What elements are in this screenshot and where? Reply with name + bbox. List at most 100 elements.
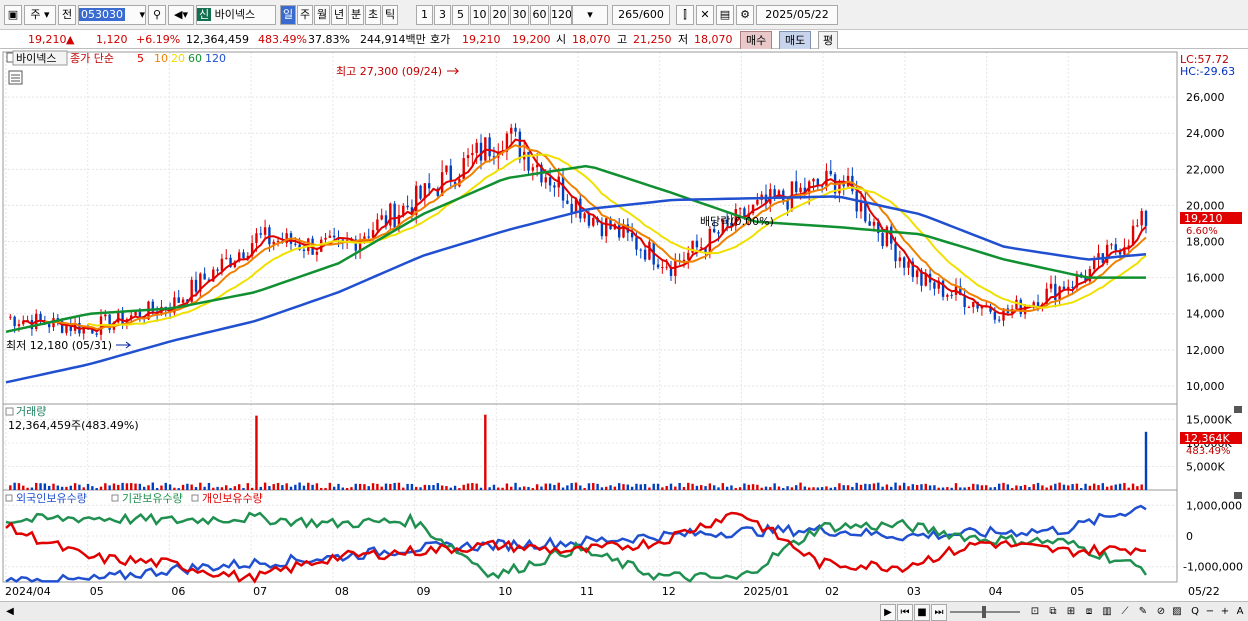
interval-button-2[interactable]: 5 bbox=[452, 5, 469, 25]
date-input[interactable]: 2025/05/22 bbox=[756, 5, 838, 25]
interval-button-5[interactable]: 30 bbox=[510, 5, 529, 25]
candle-body bbox=[332, 235, 336, 238]
candle-body bbox=[130, 315, 133, 320]
draw-icon[interactable]: ✎ bbox=[1138, 606, 1148, 617]
candle-body bbox=[665, 266, 668, 268]
candle-body bbox=[950, 294, 953, 296]
volume-bar bbox=[885, 484, 889, 490]
interval-dropdown[interactable]: ▾ bbox=[572, 5, 608, 25]
period-button-5[interactable]: 초 bbox=[365, 5, 381, 25]
window-menu-icon[interactable]: ▣ bbox=[4, 5, 22, 25]
candle-body bbox=[946, 294, 949, 297]
eval-button[interactable]: 평 bbox=[818, 31, 839, 50]
gear-icon[interactable]: ⚙ bbox=[736, 5, 754, 25]
speaker-icon[interactable]: ◀▾ bbox=[168, 5, 194, 25]
volume-bar bbox=[1002, 482, 1005, 490]
holding-panel-close-icon[interactable] bbox=[1234, 492, 1242, 499]
candle-body bbox=[1084, 277, 1087, 282]
candle-body bbox=[583, 213, 586, 219]
zoom-search-icon[interactable]: Q bbox=[1191, 606, 1199, 617]
interval-button-1[interactable]: 3 bbox=[434, 5, 451, 25]
candle-body bbox=[199, 273, 202, 292]
volume-panel-close-icon[interactable] bbox=[1234, 406, 1242, 413]
volume-bar bbox=[855, 482, 858, 490]
trend-icon[interactable]: ⟋ bbox=[1121, 606, 1129, 617]
candle-body bbox=[695, 240, 699, 248]
nav-button-3[interactable]: ⏭ bbox=[931, 604, 947, 621]
period-button-0[interactable]: 일 bbox=[280, 5, 296, 25]
copy-icon[interactable]: ⧉ bbox=[1049, 606, 1057, 617]
sell-button[interactable]: 매도 bbox=[779, 31, 812, 50]
layout-icon[interactable]: ⊡ bbox=[1030, 606, 1040, 617]
candle-body bbox=[1114, 244, 1117, 251]
candle-type-icon[interactable]: ⫿ bbox=[676, 5, 694, 25]
code-input[interactable]: 053030 ▾ bbox=[78, 5, 146, 25]
zoom-slider-handle[interactable] bbox=[982, 606, 986, 618]
volume-bar bbox=[924, 483, 927, 490]
zoom-out-icon[interactable]: − bbox=[1205, 606, 1215, 617]
bar-icon[interactable]: ▥ bbox=[1102, 606, 1112, 617]
buy-button[interactable]: 매수 bbox=[740, 31, 773, 50]
volume-bar bbox=[492, 484, 496, 490]
grid-icon[interactable]: ⊞ bbox=[1066, 606, 1076, 617]
interval-button-4[interactable]: 20 bbox=[490, 5, 509, 25]
x-tick-label: 04 bbox=[989, 585, 1003, 598]
x-tick-label: 06 bbox=[171, 585, 185, 598]
stock-name-box[interactable]: 신 바이넥스 bbox=[196, 5, 276, 25]
image-icon[interactable]: ▨ bbox=[1172, 606, 1182, 617]
volume-bar bbox=[868, 484, 871, 490]
period-button-4[interactable]: 분 bbox=[348, 5, 364, 25]
prev-button[interactable]: 전 bbox=[58, 5, 76, 25]
candle-body bbox=[734, 209, 737, 226]
save-icon[interactable]: ▤ bbox=[716, 5, 734, 25]
link-icon[interactable]: ⊘ bbox=[1156, 606, 1166, 617]
candle-body bbox=[415, 185, 418, 215]
volume-bar bbox=[997, 483, 1001, 490]
zoom-in-icon[interactable]: + bbox=[1220, 606, 1230, 617]
nav-button-1[interactable]: ⏮ bbox=[897, 604, 913, 621]
volume-panel-icon[interactable] bbox=[5, 407, 14, 416]
volume-bar bbox=[937, 487, 940, 490]
period-button-3[interactable]: 년 bbox=[331, 5, 347, 25]
volume-bar bbox=[130, 483, 133, 490]
volume-bar bbox=[65, 486, 68, 490]
chart-type-icon[interactable]: ⧈ bbox=[1085, 606, 1093, 617]
volume-bar bbox=[281, 485, 284, 490]
interval-button-0[interactable]: 1 bbox=[416, 5, 433, 25]
interval-button-3[interactable]: 10 bbox=[470, 5, 489, 25]
scroll-left-icon[interactable]: ◀ bbox=[6, 606, 14, 617]
candle-body bbox=[730, 222, 733, 226]
volume-bar bbox=[237, 484, 241, 490]
interval-button-6[interactable]: 60 bbox=[530, 5, 549, 25]
count-box[interactable]: 265/600 bbox=[612, 5, 670, 25]
volume-bar bbox=[747, 484, 750, 490]
candle-body bbox=[212, 269, 215, 282]
candle-body bbox=[756, 199, 759, 205]
holding-legend-marker bbox=[191, 494, 199, 502]
quote-bar: 19,210 ▲ 1,120 +6.19% 12,364,459 483.49%… bbox=[0, 30, 1248, 50]
volume-bar bbox=[825, 486, 828, 490]
nav-button-2[interactable]: ■ bbox=[914, 604, 930, 621]
period-button-2[interactable]: 월 bbox=[314, 5, 330, 25]
candle-body bbox=[959, 286, 962, 295]
type-select[interactable]: 주 ▾ bbox=[24, 5, 56, 25]
chart-area[interactable]: 26,000 24,000 22,000 20,000 18,000 16,000 14,0… bbox=[0, 49, 1248, 601]
volume-bar bbox=[432, 485, 435, 490]
volume-bar bbox=[501, 487, 504, 490]
period-button-6[interactable]: 틱 bbox=[382, 5, 398, 25]
candle-body bbox=[700, 247, 703, 249]
interval-button-7[interactable]: 120 bbox=[550, 5, 572, 25]
crosshair-icon[interactable]: ✕ bbox=[696, 5, 714, 25]
candle-body bbox=[915, 270, 919, 278]
volume-bar bbox=[402, 487, 405, 490]
bottom-scrollbar[interactable]: ◀ ▶ ⏮ ■ ⏭ ⊡ ⧉ ⊞ ⧈ ▥ ⟋ ✎ ⊘ ▨ Q − + A bbox=[0, 601, 1248, 621]
search-icon[interactable]: ⚲ bbox=[148, 5, 166, 25]
candle-body bbox=[648, 241, 651, 260]
candle-body bbox=[440, 172, 444, 196]
candle-body bbox=[579, 198, 582, 219]
nav-button-0[interactable]: ▶ bbox=[880, 604, 896, 621]
auto-scale-icon[interactable]: A bbox=[1236, 606, 1244, 617]
period-button-1[interactable]: 주 bbox=[297, 5, 313, 25]
candle-body bbox=[117, 311, 120, 323]
volume-bar bbox=[1110, 485, 1113, 490]
